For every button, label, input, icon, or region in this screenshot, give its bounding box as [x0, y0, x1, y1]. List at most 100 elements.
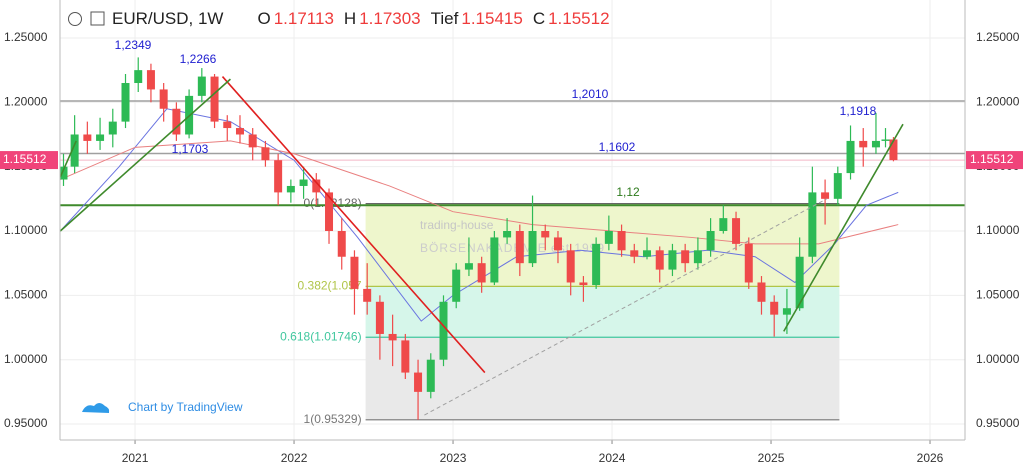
candle-body: [770, 301, 779, 315]
candle-body: [490, 237, 499, 283]
candle-body: [414, 372, 423, 392]
candle-body: [363, 288, 372, 302]
candle-body: [96, 134, 105, 141]
candle-body: [757, 282, 766, 302]
annotation: 1,1918: [840, 104, 877, 118]
candle-body: [515, 231, 524, 264]
header-text: 1.17113: [274, 9, 334, 28]
candle-body: [655, 250, 664, 270]
header-text: H: [344, 9, 356, 28]
candle-body: [299, 179, 308, 186]
candle-body: [172, 108, 181, 135]
candle-body: [223, 121, 232, 129]
candle-body: [643, 250, 652, 257]
candle-body: [210, 76, 219, 122]
fib-zone: [365, 203, 840, 287]
header-text: O: [257, 9, 270, 28]
candle-body: [604, 231, 613, 244]
y-tick-label: 1.10000: [4, 223, 48, 237]
candle-body: [681, 250, 690, 264]
watermark: trading-house: [420, 218, 494, 232]
candle-body: [134, 70, 143, 84]
candle-body: [846, 140, 855, 174]
candle-body: [881, 139, 890, 141]
trend-line: [59, 140, 77, 178]
candle-body: [401, 340, 410, 373]
header-text: 1.17303: [359, 9, 420, 28]
candle-body: [732, 218, 741, 244]
candle-body: [312, 179, 321, 193]
candle-body: [235, 128, 244, 135]
header: EUR/USD, 1W O 1.17113 H 1.17303 Tief 1.15415 C 1…: [112, 9, 610, 28]
candle-body: [541, 231, 550, 238]
candle-body: [375, 301, 384, 334]
y-tick-label: 1.20000: [4, 94, 48, 108]
annotation: 1,1703: [172, 142, 209, 156]
y-tick-label: 1.25000: [4, 30, 48, 44]
watermark: BÖRSENAKADEMIE est 1999: [420, 241, 605, 255]
trend-line: [424, 198, 827, 416]
candle-body: [59, 166, 68, 180]
candle-body: [83, 134, 92, 141]
candle-body: [630, 250, 639, 257]
header-text: Tief: [431, 9, 459, 28]
candle-body: [566, 250, 575, 283]
candle-body: [464, 263, 473, 270]
price-tag: [0, 151, 58, 170]
fib-zone: [365, 286, 840, 338]
candle-body: [121, 83, 130, 122]
candle-body: [325, 192, 334, 232]
fib-zone: [365, 337, 840, 420]
x-tick-label: 2021: [122, 451, 149, 465]
credit: Chart by TradingView: [128, 400, 243, 414]
add-icon: [90, 11, 105, 26]
candle-body: [553, 237, 562, 251]
x-tick-label: 2026: [917, 451, 944, 465]
candle-body: [274, 160, 283, 193]
annotation: 1,2010: [572, 87, 609, 101]
toggle-icon: [68, 12, 82, 26]
annotation: 1,1602: [599, 140, 636, 154]
candle-body: [668, 250, 677, 270]
candle-body: [744, 243, 753, 283]
y-tick-label: 1.20000: [976, 94, 1020, 108]
candle-body: [833, 173, 842, 199]
candle-body: [452, 269, 461, 302]
header-text: EUR/USD, 1W: [112, 9, 223, 28]
trend-line: [59, 78, 231, 232]
price-tag-label: 1.15512: [3, 152, 47, 166]
candle-body: [261, 147, 270, 161]
candle-body: [871, 140, 880, 148]
candle-body: [350, 256, 359, 289]
candle-body: [706, 231, 715, 251]
candle-body: [693, 250, 702, 264]
fib-label: 0.382(1.057: [298, 279, 362, 293]
candle-body: [439, 301, 448, 360]
fib-label: 1(0.95329): [304, 412, 362, 426]
candle-body: [426, 359, 435, 392]
candle-body: [197, 76, 206, 96]
candle-body: [808, 192, 817, 257]
y-tick-label: 1.05000: [976, 288, 1020, 302]
trend-line: [221, 76, 486, 374]
candle-body: [159, 89, 168, 109]
y-tick-label: 1.05000: [4, 288, 48, 302]
candle-body: [528, 231, 537, 264]
moving-average: [60, 140, 899, 245]
candle-body: [388, 333, 397, 341]
price-tag-label: 1.15512: [970, 152, 1014, 166]
y-tick-label: 1.10000: [976, 223, 1020, 237]
candle-body: [248, 134, 257, 148]
annotation: 1,2266: [180, 52, 217, 66]
header-text: C: [533, 9, 545, 28]
candle-body: [821, 192, 830, 199]
logo: [82, 403, 110, 413]
y-tick-label: 0.95000: [4, 416, 48, 430]
y-tick-label: 1.00000: [4, 352, 48, 366]
candle-body: [617, 231, 626, 251]
candle-body: [108, 121, 117, 135]
candle-body: [337, 231, 346, 257]
x-tick-label: 2024: [599, 451, 626, 465]
candle-body: [592, 243, 601, 286]
